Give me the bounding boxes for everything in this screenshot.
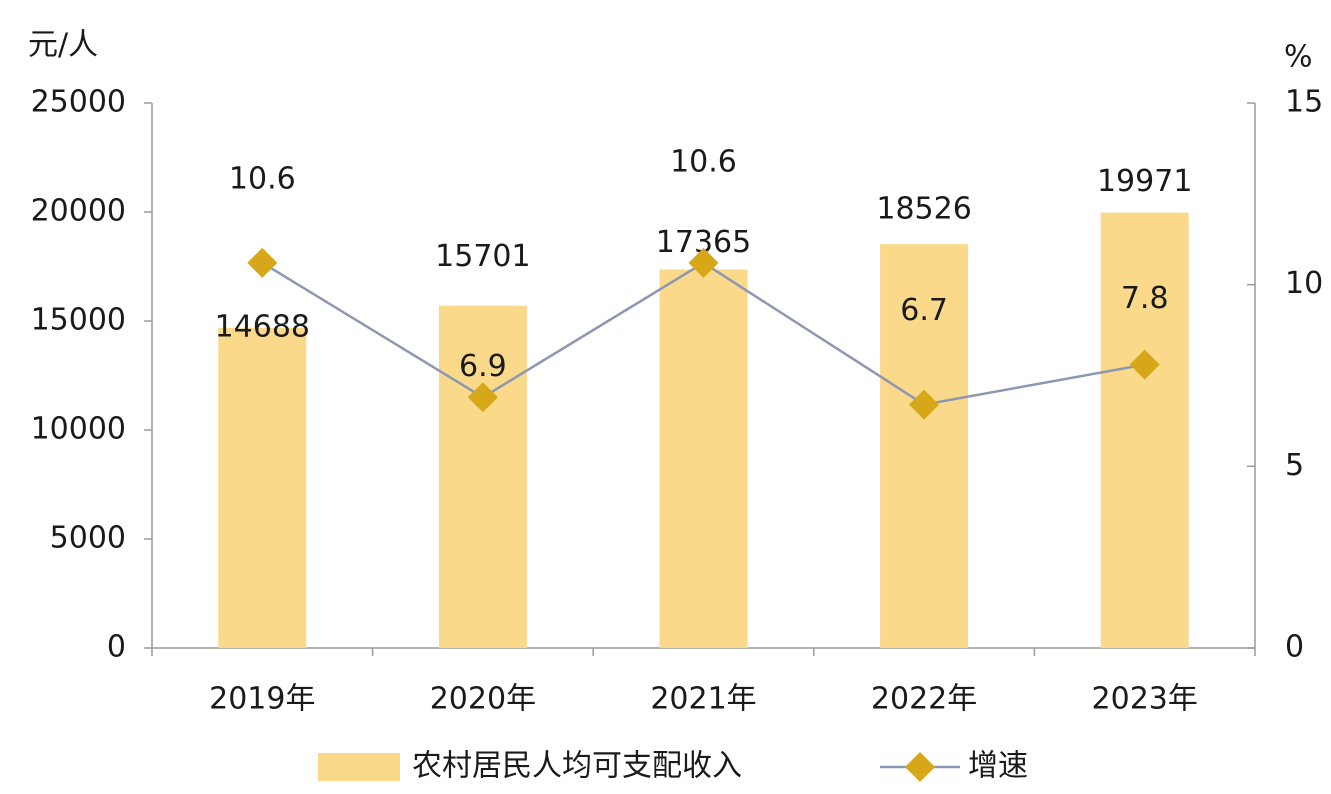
marker (688, 247, 719, 278)
x-tick-label: 2019年 (209, 682, 315, 717)
y2-tick-label: 15 (1285, 85, 1323, 120)
y2-tick-label: 0 (1285, 630, 1304, 665)
marker (1129, 349, 1160, 380)
bar (659, 269, 748, 648)
y-tick-label: 10000 (31, 412, 126, 447)
y-tick-label: 15000 (31, 303, 126, 338)
x-tick-label: 2021年 (650, 682, 756, 717)
line-value-label: 6.7 (900, 293, 948, 328)
marker (247, 247, 278, 278)
marker (909, 389, 940, 420)
y-tick-label: 25000 (31, 85, 126, 120)
y-unit: 元/人 (28, 28, 98, 63)
bar-value-label: 14688 (215, 309, 310, 344)
bar (1100, 212, 1189, 648)
legend-label: 农村居民人均可支配收入 (412, 749, 742, 784)
y-tick-label: 5000 (50, 521, 126, 556)
legend-swatch (318, 753, 400, 781)
y2-tick-label: 5 (1285, 448, 1304, 483)
bar (880, 244, 969, 649)
marker (467, 382, 498, 413)
bar-value-label: 15701 (435, 239, 530, 274)
x-tick-label: 2020年 (430, 682, 536, 717)
line-value-label: 10.6 (229, 161, 296, 196)
line-value-label: 10.6 (670, 144, 737, 179)
x-tick-label: 2023年 (1092, 682, 1198, 717)
bar-value-label: 19971 (1097, 164, 1192, 199)
y-tick-label: 0 (107, 630, 126, 665)
x-tick-label: 2022年 (871, 682, 977, 717)
line-value-label: 6.9 (459, 349, 507, 384)
bar (218, 327, 307, 648)
y2-tick-label: 10 (1285, 266, 1323, 301)
legend-marker (905, 752, 935, 782)
legend-label: 增速 (968, 749, 1028, 784)
y-tick-label: 20000 (31, 194, 126, 229)
bar (438, 305, 527, 648)
line-value-label: 7.8 (1121, 281, 1169, 316)
y2-unit: % (1284, 40, 1313, 75)
bar-value-label: 18526 (876, 192, 971, 227)
